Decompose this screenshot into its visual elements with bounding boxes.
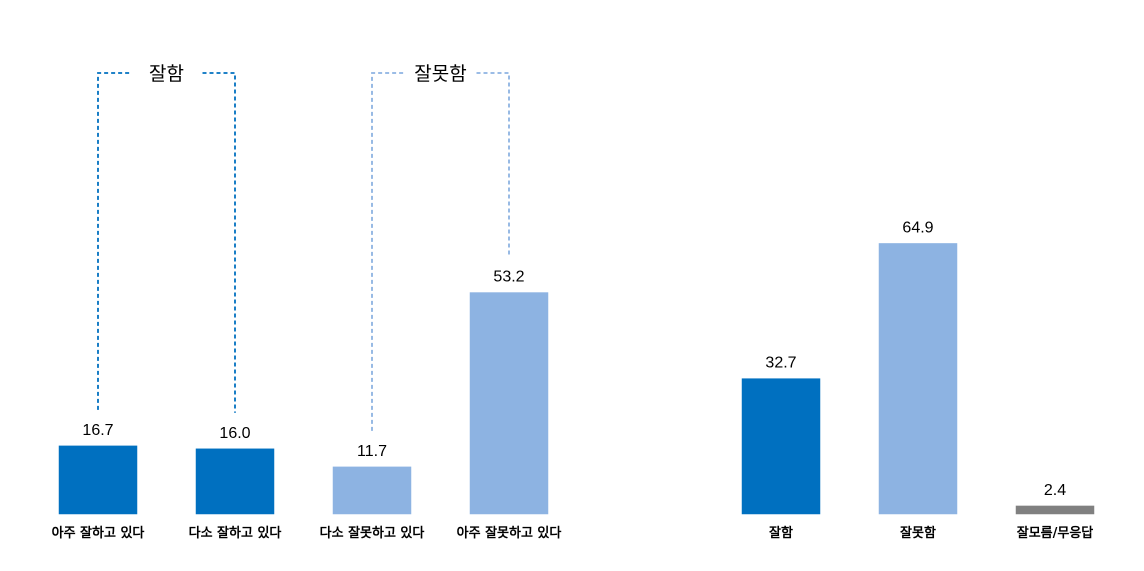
category-label: 아주 잘못하고 있다 xyxy=(457,525,562,541)
group-label: 잘함 xyxy=(149,63,184,85)
value-label: 11.7 xyxy=(357,443,387,460)
category-label: 잘못함 xyxy=(900,525,936,541)
group-bracket-left xyxy=(371,72,405,431)
value-label: 64.9 xyxy=(902,219,933,236)
group-bracket-right xyxy=(202,72,236,413)
category-label: 잘모름/무응답 xyxy=(1017,526,1094,541)
group-bracket-left xyxy=(97,72,131,410)
group-label: 잘못함 xyxy=(414,63,466,85)
bar-1 xyxy=(57,444,139,516)
value-label: 16.0 xyxy=(219,425,250,442)
bar-2 xyxy=(194,447,276,516)
summary-chart: 32.7 잘함 64.9 잘못함 2.4 잘모름/무응답 xyxy=(740,219,1096,541)
bar-1 xyxy=(740,376,822,516)
value-label: 16.7 xyxy=(82,422,113,439)
bar-2 xyxy=(877,241,959,516)
bar-3 xyxy=(331,465,413,516)
bar-3 xyxy=(1014,504,1096,516)
category-label: 잘함 xyxy=(769,525,793,541)
category-label: 아주 잘하고 있다 xyxy=(52,525,145,541)
category-label: 다소 잘하고 있다 xyxy=(189,525,282,541)
bar-4 xyxy=(468,290,550,516)
value-label: 32.7 xyxy=(765,355,796,372)
category-label: 다소 잘못하고 있다 xyxy=(320,525,425,541)
group-bracket-right xyxy=(476,72,510,257)
value-label: 2.4 xyxy=(1044,482,1066,499)
detail-chart: 16.7 아주 잘하고 있다 16.0 다소 잘하고 있다 11.7 다소 잘못하고 있다… xyxy=(52,63,562,541)
value-label: 53.2 xyxy=(493,269,524,286)
